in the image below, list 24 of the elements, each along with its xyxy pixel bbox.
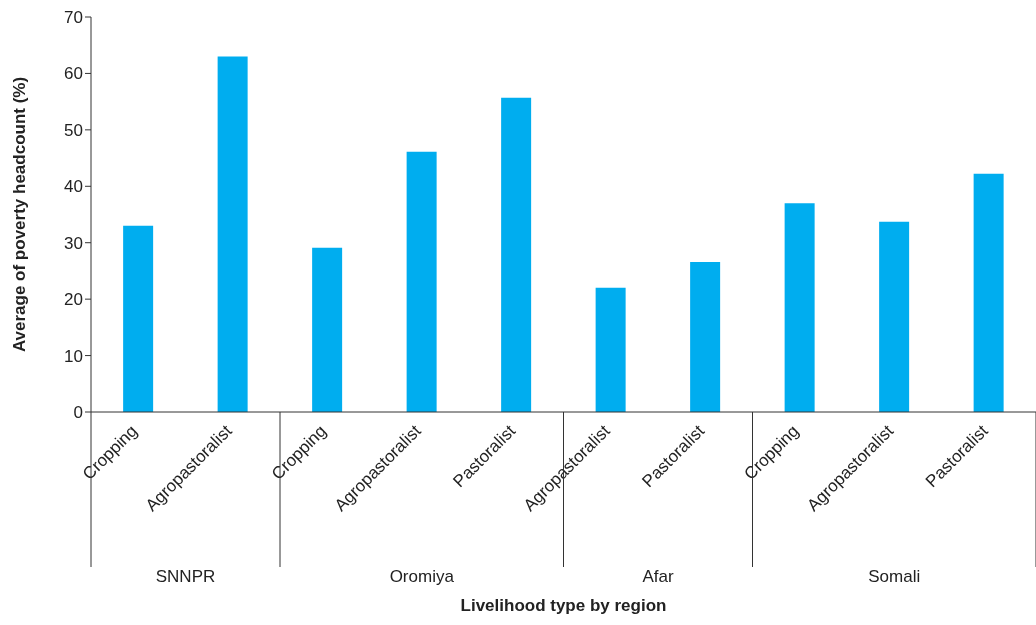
text: Somali (868, 567, 921, 586)
bar (595, 287, 626, 412)
x-axis-title: Livelihood type by region (460, 596, 667, 615)
y-axis-title: Average of poverty headcount (%) (10, 76, 30, 353)
y-tick-label: 30 (64, 233, 83, 253)
y-tick-label: 20 (64, 290, 83, 310)
y-tick-label: 50 (64, 120, 83, 140)
y-tick-label: 60 (64, 64, 83, 84)
bar (973, 173, 1004, 412)
text: Afar (642, 567, 674, 586)
bar (217, 56, 248, 412)
bar (879, 221, 910, 412)
y-tick-label: 10 (64, 346, 83, 366)
text: Oromiya (389, 567, 455, 586)
y-tick-label: 40 (64, 177, 83, 197)
bar (312, 247, 343, 412)
bar (406, 151, 437, 412)
bar (123, 225, 154, 412)
bar (690, 261, 721, 412)
y-tick-label: 70 (64, 8, 83, 28)
bar (501, 97, 532, 412)
bar (784, 203, 815, 412)
y-tick-label: 0 (73, 403, 83, 423)
text: SNNPR (155, 567, 216, 586)
